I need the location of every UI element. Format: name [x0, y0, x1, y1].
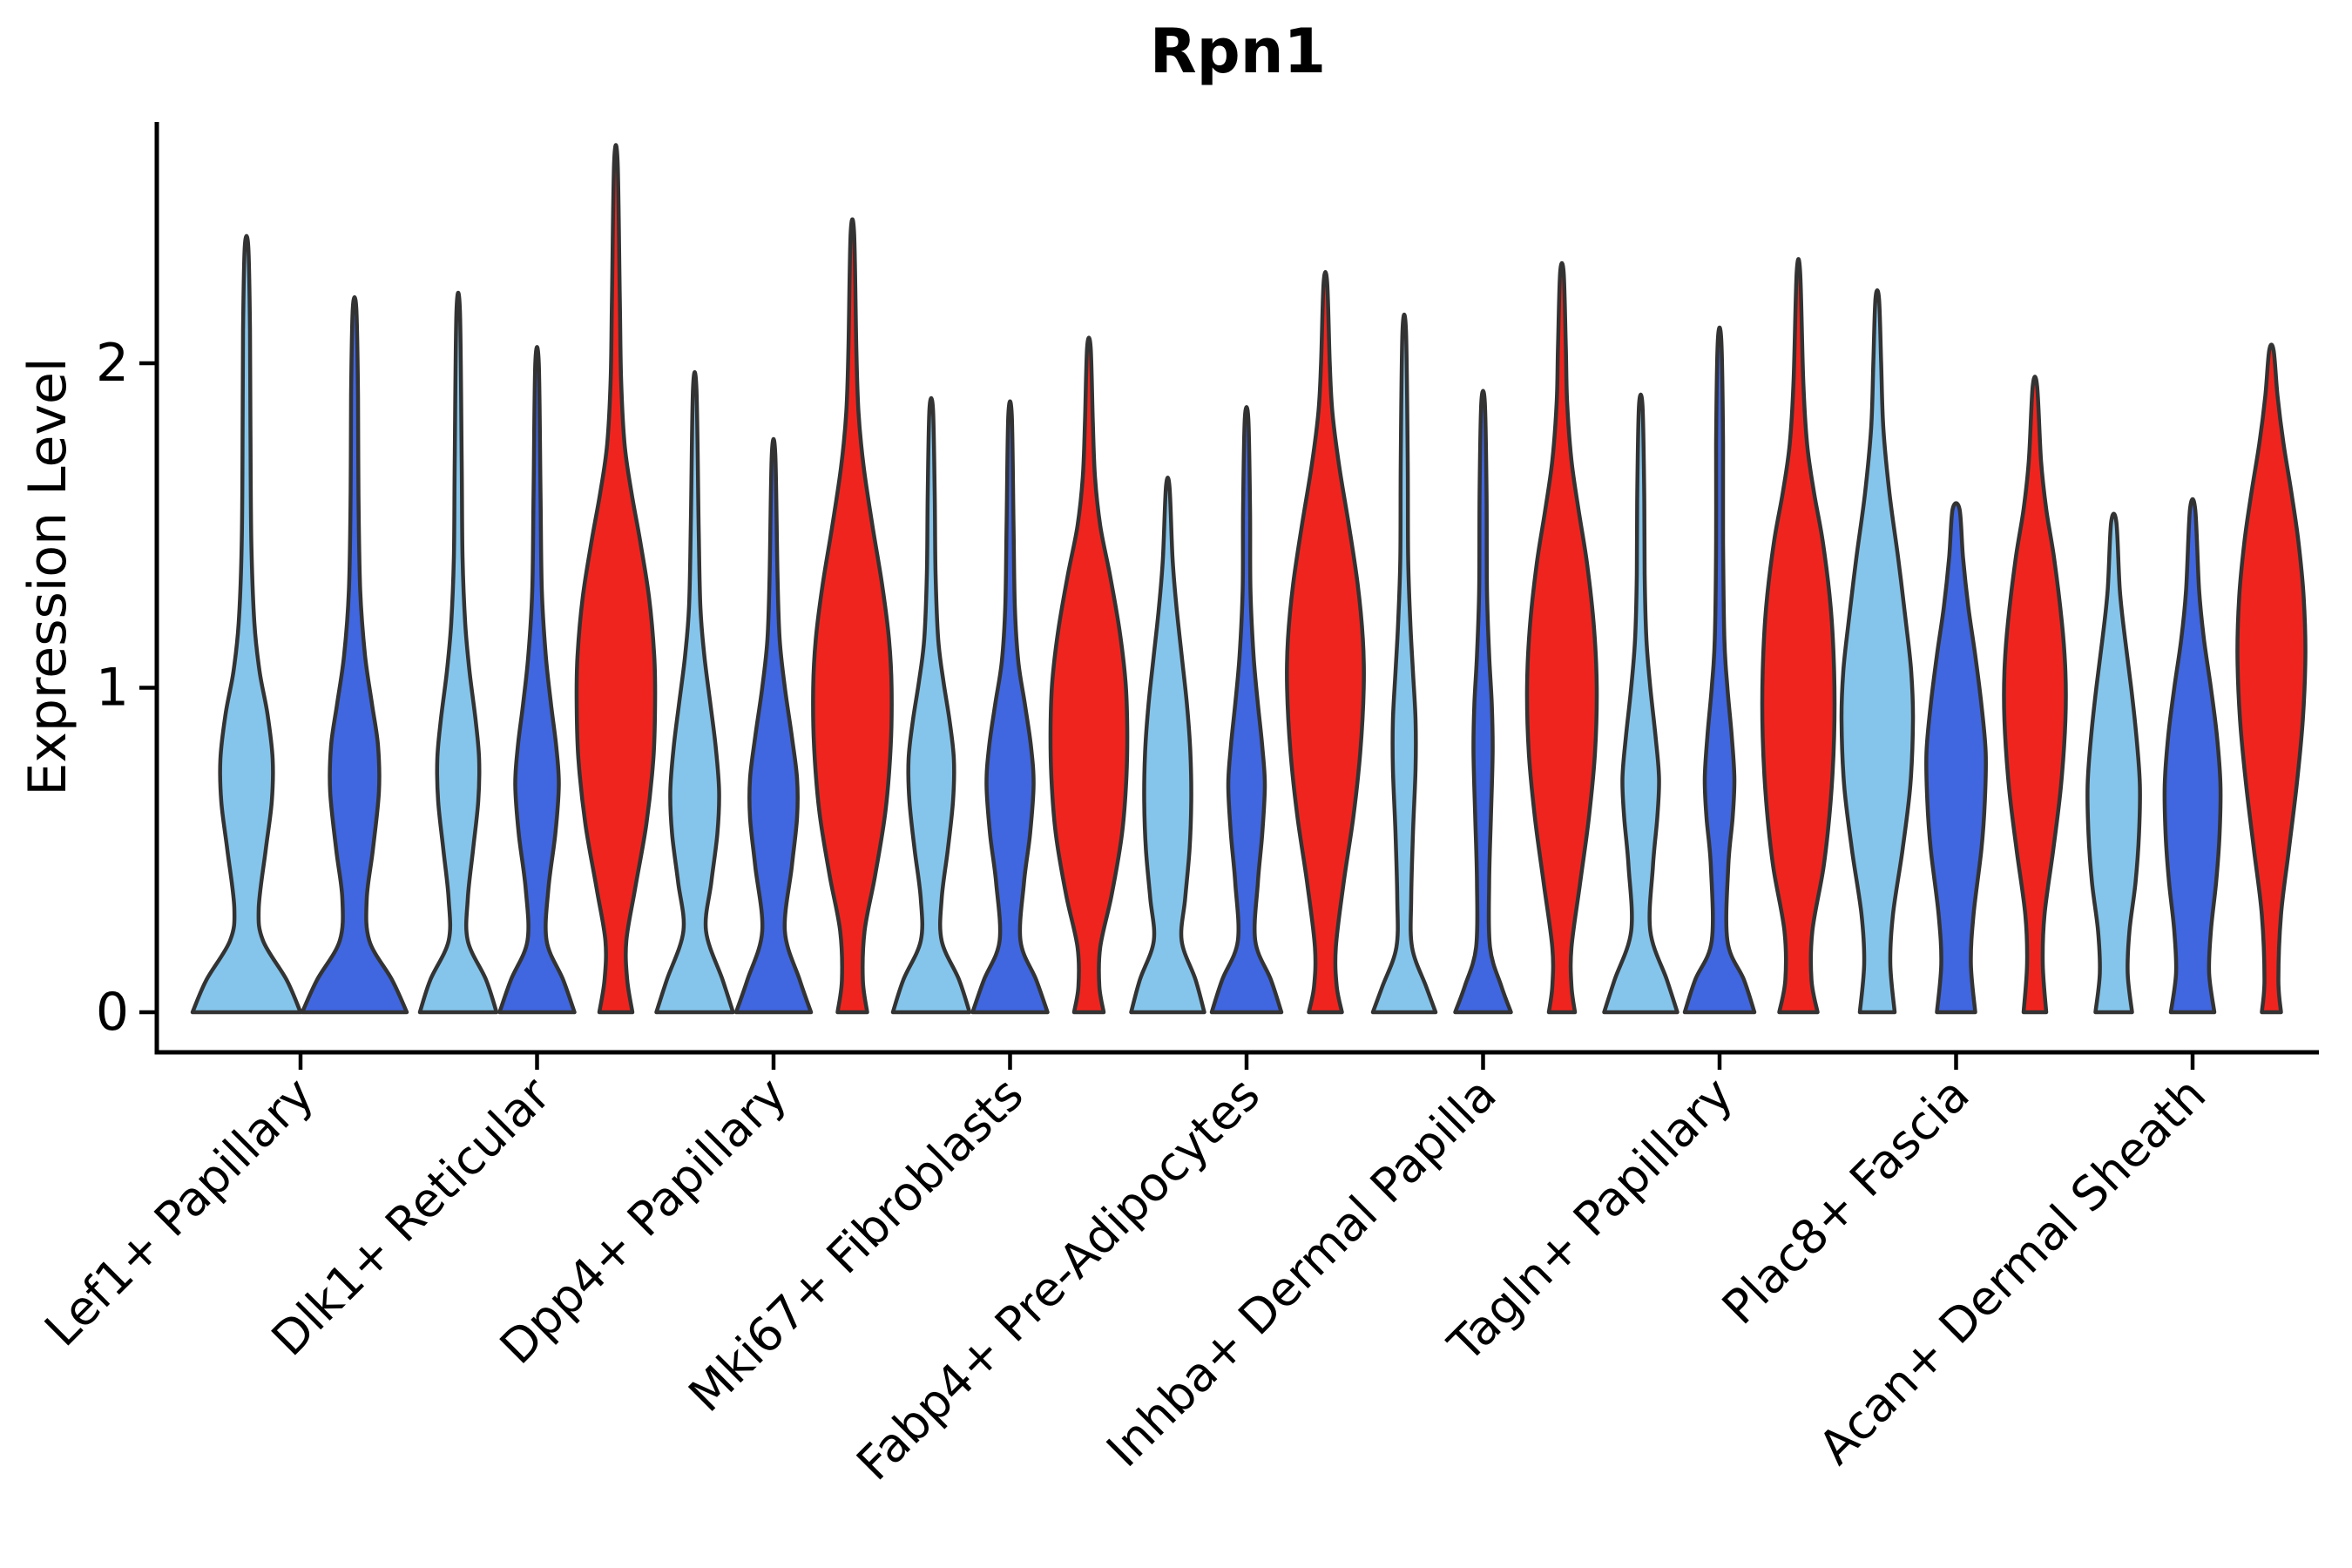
violin-royal_blue-tagln-papillary	[1682, 325, 1757, 1015]
y-tick-label: 2	[96, 333, 129, 394]
violin-red-mki67-fibroblasts	[1048, 335, 1130, 1015]
violin-red-dlk1-reticular	[574, 143, 658, 1015]
y-tick-label: 0	[96, 982, 129, 1043]
violin-red-plac8-fascia	[2002, 375, 2068, 1015]
violin-sky_blue-inhba-dermal-papilla	[1370, 312, 1438, 1015]
violin-red-dpp4-papillary	[811, 217, 894, 1015]
violin-royal_blue-mki67-fibroblasts	[970, 399, 1050, 1015]
violin-sky_blue-tagln-papillary	[1602, 392, 1680, 1015]
violin-royal_blue-dlk1-reticular	[497, 345, 577, 1015]
violin-sky_blue-lef1-papillary	[190, 233, 303, 1015]
violin-red-inhba-dermal-papilla	[1524, 260, 1599, 1015]
violin-red-tagln-papillary	[1760, 257, 1837, 1015]
violin-sky_blue-dlk1-reticular	[417, 290, 499, 1015]
violin-sky_blue-plac8-fascia	[1839, 287, 1916, 1015]
violin-sky_blue-acan-dermal-sheath	[2085, 511, 2142, 1015]
violin-royal_blue-acan-dermal-sheath	[2162, 497, 2223, 1015]
x-tick-label-9: Acan+ Dermal Sheath	[1808, 1067, 2216, 1475]
violin-royal_blue-inhba-dermal-papilla	[1453, 389, 1513, 1015]
x-tick-label-8: Plac8+ Fascia	[1712, 1067, 1980, 1335]
violin-sky_blue-fabp4-pre-adipocytes	[1129, 476, 1206, 1015]
violin-sky_blue-dpp4-papillary	[654, 369, 735, 1015]
y-tick-label: 1	[96, 658, 129, 719]
violin-royal_blue-plac8-fascia	[1923, 501, 1989, 1015]
violin-red-acan-dermal-sheath	[2235, 342, 2308, 1015]
x-tick-label-6: Inhba+ Dermal Papilla	[1096, 1067, 1506, 1477]
violin-royal_blue-lef1-papillary	[300, 294, 409, 1015]
chart-title: Rpn1	[1149, 16, 1327, 87]
violin-royal_blue-fabp4-pre-adipocytes	[1209, 405, 1284, 1015]
violin-royal_blue-dpp4-papillary	[733, 436, 814, 1015]
x-tick-label-5: Fabp4+ Pre-Adipocytes	[846, 1067, 1270, 1491]
violin-red-fabp4-pre-adipocytes	[1285, 270, 1366, 1015]
violin-sky_blue-mki67-fibroblasts	[890, 395, 972, 1015]
